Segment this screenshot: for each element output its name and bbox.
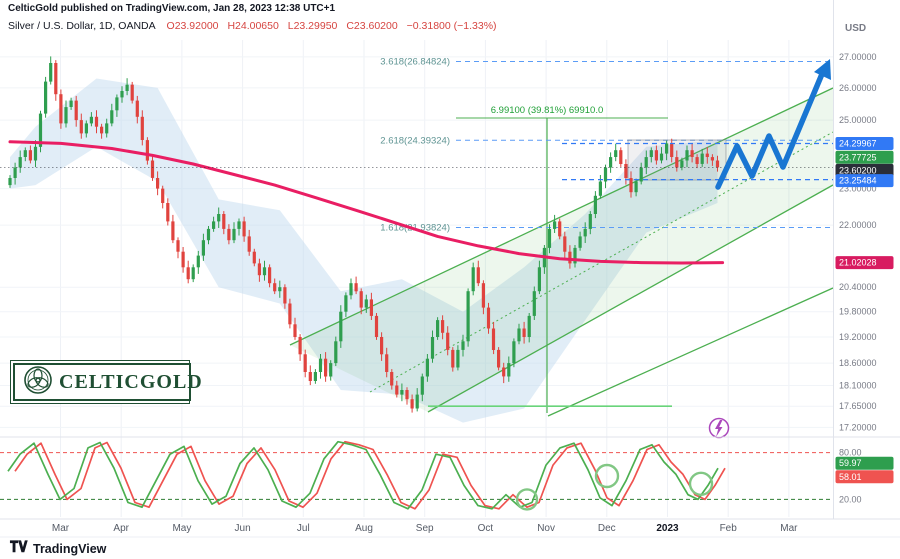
oscillator-highlight-circle (515, 488, 539, 511)
price-badge: 24.29967 (835, 137, 894, 150)
osc-tick: 80.00 (839, 448, 862, 458)
stoch-k-line (7, 440, 719, 510)
month-tick: Nov (537, 523, 555, 534)
svg-text:23.25484: 23.25484 (839, 176, 877, 186)
fib-level-label: 2.618(24.39324) (380, 135, 450, 146)
price-tick: 18.10000 (839, 381, 877, 391)
ohlc-high: H24.00650 (227, 20, 279, 32)
price-tick: 20.40000 (839, 282, 877, 292)
price-tick: 19.80000 (839, 307, 877, 317)
stoch-d-line (14, 440, 726, 510)
band-cloud (10, 78, 718, 423)
price-tick: 22.00000 (839, 220, 877, 230)
gridlines (0, 40, 833, 517)
price-tick: 19.20000 (839, 332, 877, 342)
ohlc-low: L23.29950 (287, 20, 338, 32)
price-badge: 23.60200 (835, 163, 894, 177)
month-tick: 2023 (656, 523, 679, 534)
symbol-title: Silver / U.S. Dollar, 1D, OANDA (8, 20, 156, 32)
svg-text:23.77725: 23.77725 (839, 152, 877, 162)
svg-text:59.97: 59.97 (839, 458, 862, 468)
price-axis: USD 27.00000 26.00000 25.00000 23.00000 22.00… (839, 23, 877, 504)
month-tick: Mar (52, 523, 70, 534)
symbol-legend: Silver / U.S. Dollar, 1D, OANDA O23.9200… (8, 20, 503, 32)
ohlc-close: C23.60200 (346, 20, 398, 32)
month-tick: Jul (297, 523, 310, 534)
ma-line (8, 140, 725, 265)
fib-level-label: 3.618(26.84824) (380, 57, 450, 68)
celtic-knot-icon (23, 365, 53, 400)
price-badge: 23.77725 (835, 150, 894, 164)
celticgold-logo-text: CELTICGOLD (59, 370, 203, 393)
price-badge: 58.01 (835, 470, 894, 484)
svg-text:24.29967: 24.29967 (839, 139, 877, 149)
svg-text:58.01: 58.01 (839, 472, 862, 482)
time-axis: Mar Apr May Jun Jul Aug Sep Oct Nov Dec 2023 Feb Mar (52, 523, 798, 534)
month-tick: Sep (416, 523, 434, 534)
month-tick: Mar (780, 523, 798, 534)
price-tick: 27.00000 (839, 52, 877, 62)
svg-text:23.60200: 23.60200 (839, 165, 877, 175)
month-tick: Jun (235, 523, 251, 534)
month-tick: Oct (478, 523, 494, 534)
currency-label: USD (845, 23, 866, 34)
svg-text:21.02028: 21.02028 (839, 258, 877, 268)
candles (8, 56, 720, 413)
celticgold-watermark: CELTICGOLD (10, 360, 202, 404)
trend-channel: 6.99100 (39.81%) 69910.0 (289, 87, 834, 417)
oscillator-highlight-circle (594, 463, 620, 489)
price-badge: 21.02028 (835, 256, 894, 270)
celticgold-logo-frame: CELTICGOLD (13, 363, 202, 401)
month-tick: Feb (720, 523, 738, 534)
tradingview-mark-icon (9, 539, 28, 559)
price-tick: 26.00000 (839, 83, 877, 93)
month-tick: Apr (113, 523, 129, 534)
osc-tick: 20.00 (839, 494, 862, 504)
tradingview-brand-text: TradingView (33, 542, 107, 556)
change-value: −0.31800 (−1.33%) (406, 20, 497, 32)
month-tick: Dec (598, 523, 616, 534)
price-tick: 23.00000 (839, 184, 877, 194)
projection-arrow-head (814, 59, 831, 80)
price-tick: 17.65000 (839, 401, 877, 411)
month-tick: Aug (355, 523, 373, 534)
range-tool-label: 6.99100 (39.81%) 69910.0 (491, 105, 604, 116)
price-badge: 59.97 (835, 456, 894, 470)
flash-icon (708, 417, 730, 439)
tradingview-logo[interactable]: TradingView (9, 539, 106, 559)
projection-arrow (715, 71, 825, 190)
price-tick: 17.20000 (839, 422, 877, 432)
month-tick: May (172, 523, 191, 534)
price-tick: 18.60000 (839, 358, 877, 368)
ohlc-open: O23.92000 (166, 20, 219, 32)
oscillator-pane (0, 440, 833, 511)
price-badge: 23.25484 (835, 174, 894, 188)
publish-line: CelticGold published on TradingView.com,… (8, 3, 336, 14)
oscillator-highlight-circle (688, 471, 714, 496)
price-tick: 25.00000 (839, 115, 877, 125)
